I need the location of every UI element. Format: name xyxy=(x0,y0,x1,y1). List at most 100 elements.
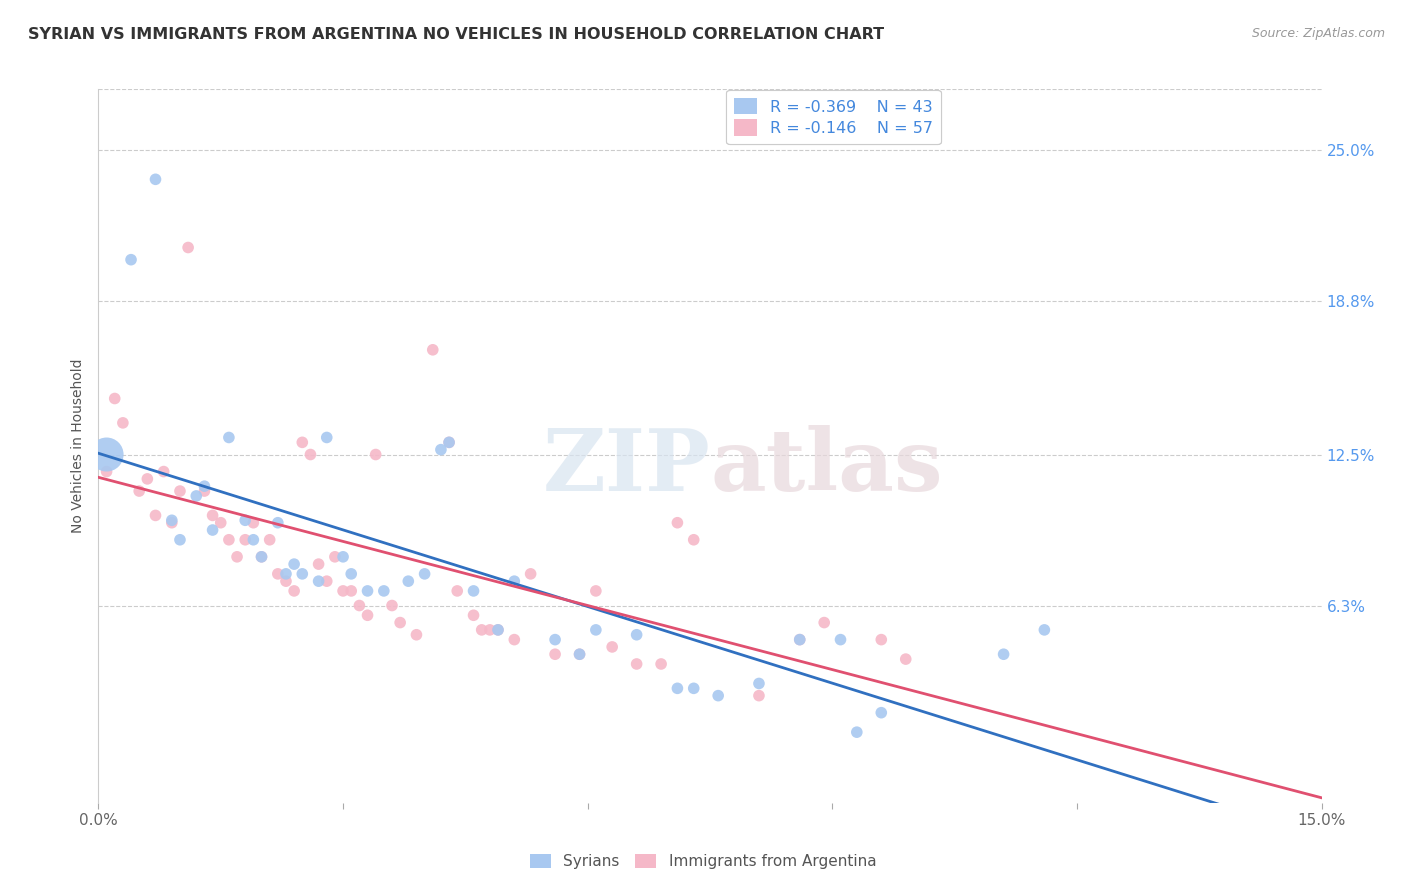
Point xyxy=(748,676,770,690)
Point xyxy=(626,628,648,642)
Point xyxy=(160,516,183,530)
Point xyxy=(666,516,689,530)
Point xyxy=(707,689,730,703)
Point xyxy=(870,706,893,720)
Point xyxy=(437,435,460,450)
Legend: Syrians, Immigrants from Argentina: Syrians, Immigrants from Argentina xyxy=(523,847,883,875)
Point xyxy=(894,652,917,666)
Point xyxy=(169,484,191,499)
Point xyxy=(226,549,249,564)
Point xyxy=(308,574,330,589)
Point xyxy=(96,465,118,479)
Point xyxy=(568,647,591,661)
Point xyxy=(463,583,485,598)
Point xyxy=(315,430,337,444)
Point xyxy=(250,549,273,564)
Point xyxy=(478,623,501,637)
Point xyxy=(682,533,704,547)
Text: Source: ZipAtlas.com: Source: ZipAtlas.com xyxy=(1251,27,1385,40)
Point xyxy=(349,599,371,613)
Point xyxy=(364,448,387,462)
Point xyxy=(503,632,526,647)
Point xyxy=(356,583,378,598)
Point xyxy=(389,615,412,630)
Point xyxy=(242,516,264,530)
Point xyxy=(666,681,689,696)
Point xyxy=(145,508,167,523)
Point xyxy=(340,566,363,581)
Point xyxy=(193,479,215,493)
Point xyxy=(396,574,419,589)
Point xyxy=(128,484,150,499)
Point xyxy=(104,392,127,406)
Point xyxy=(233,513,256,527)
Point xyxy=(356,608,378,623)
Point xyxy=(437,435,460,450)
Point xyxy=(120,252,142,267)
Point xyxy=(136,472,159,486)
Point xyxy=(486,623,509,637)
Point xyxy=(291,435,314,450)
Point xyxy=(626,657,648,671)
Y-axis label: No Vehicles in Household: No Vehicles in Household xyxy=(72,359,86,533)
Point xyxy=(373,583,395,598)
Point xyxy=(299,448,322,462)
Point xyxy=(430,442,453,457)
Point xyxy=(486,623,509,637)
Point xyxy=(201,523,224,537)
Point xyxy=(274,566,297,581)
Point xyxy=(267,516,290,530)
Point xyxy=(830,632,852,647)
Point xyxy=(422,343,444,357)
Point xyxy=(682,681,704,696)
Point xyxy=(259,533,281,547)
Point xyxy=(218,533,240,547)
Point xyxy=(274,574,297,589)
Point xyxy=(160,513,183,527)
Point xyxy=(381,599,404,613)
Point xyxy=(291,566,314,581)
Point xyxy=(1033,623,1056,637)
Point xyxy=(145,172,167,186)
Point xyxy=(503,574,526,589)
Point xyxy=(177,240,200,254)
Point xyxy=(405,628,427,642)
Point xyxy=(152,465,174,479)
Point xyxy=(283,583,305,598)
Point xyxy=(186,489,208,503)
Point xyxy=(233,533,256,547)
Point xyxy=(218,430,240,444)
Point xyxy=(332,549,354,564)
Point xyxy=(789,632,811,647)
Point xyxy=(242,533,264,547)
Point xyxy=(471,623,494,637)
Point xyxy=(585,583,607,598)
Point xyxy=(585,623,607,637)
Point xyxy=(340,583,363,598)
Legend: R = -0.369    N = 43, R = -0.146    N = 57: R = -0.369 N = 43, R = -0.146 N = 57 xyxy=(727,90,941,144)
Point xyxy=(96,448,118,462)
Point xyxy=(544,647,567,661)
Point xyxy=(201,508,224,523)
Point xyxy=(870,632,893,647)
Point xyxy=(845,725,868,739)
Point xyxy=(519,566,541,581)
Text: SYRIAN VS IMMIGRANTS FROM ARGENTINA NO VEHICLES IN HOUSEHOLD CORRELATION CHART: SYRIAN VS IMMIGRANTS FROM ARGENTINA NO V… xyxy=(28,27,884,42)
Text: atlas: atlas xyxy=(710,425,942,509)
Point xyxy=(111,416,134,430)
Point xyxy=(308,557,330,571)
Point xyxy=(283,557,305,571)
Point xyxy=(568,647,591,661)
Point xyxy=(413,566,436,581)
Point xyxy=(209,516,232,530)
Text: ZIP: ZIP xyxy=(543,425,710,509)
Point xyxy=(315,574,337,589)
Point xyxy=(993,647,1015,661)
Point xyxy=(544,632,567,647)
Point xyxy=(446,583,468,598)
Point xyxy=(193,484,215,499)
Point xyxy=(169,533,191,547)
Point xyxy=(250,549,273,564)
Point xyxy=(813,615,835,630)
Point xyxy=(748,689,770,703)
